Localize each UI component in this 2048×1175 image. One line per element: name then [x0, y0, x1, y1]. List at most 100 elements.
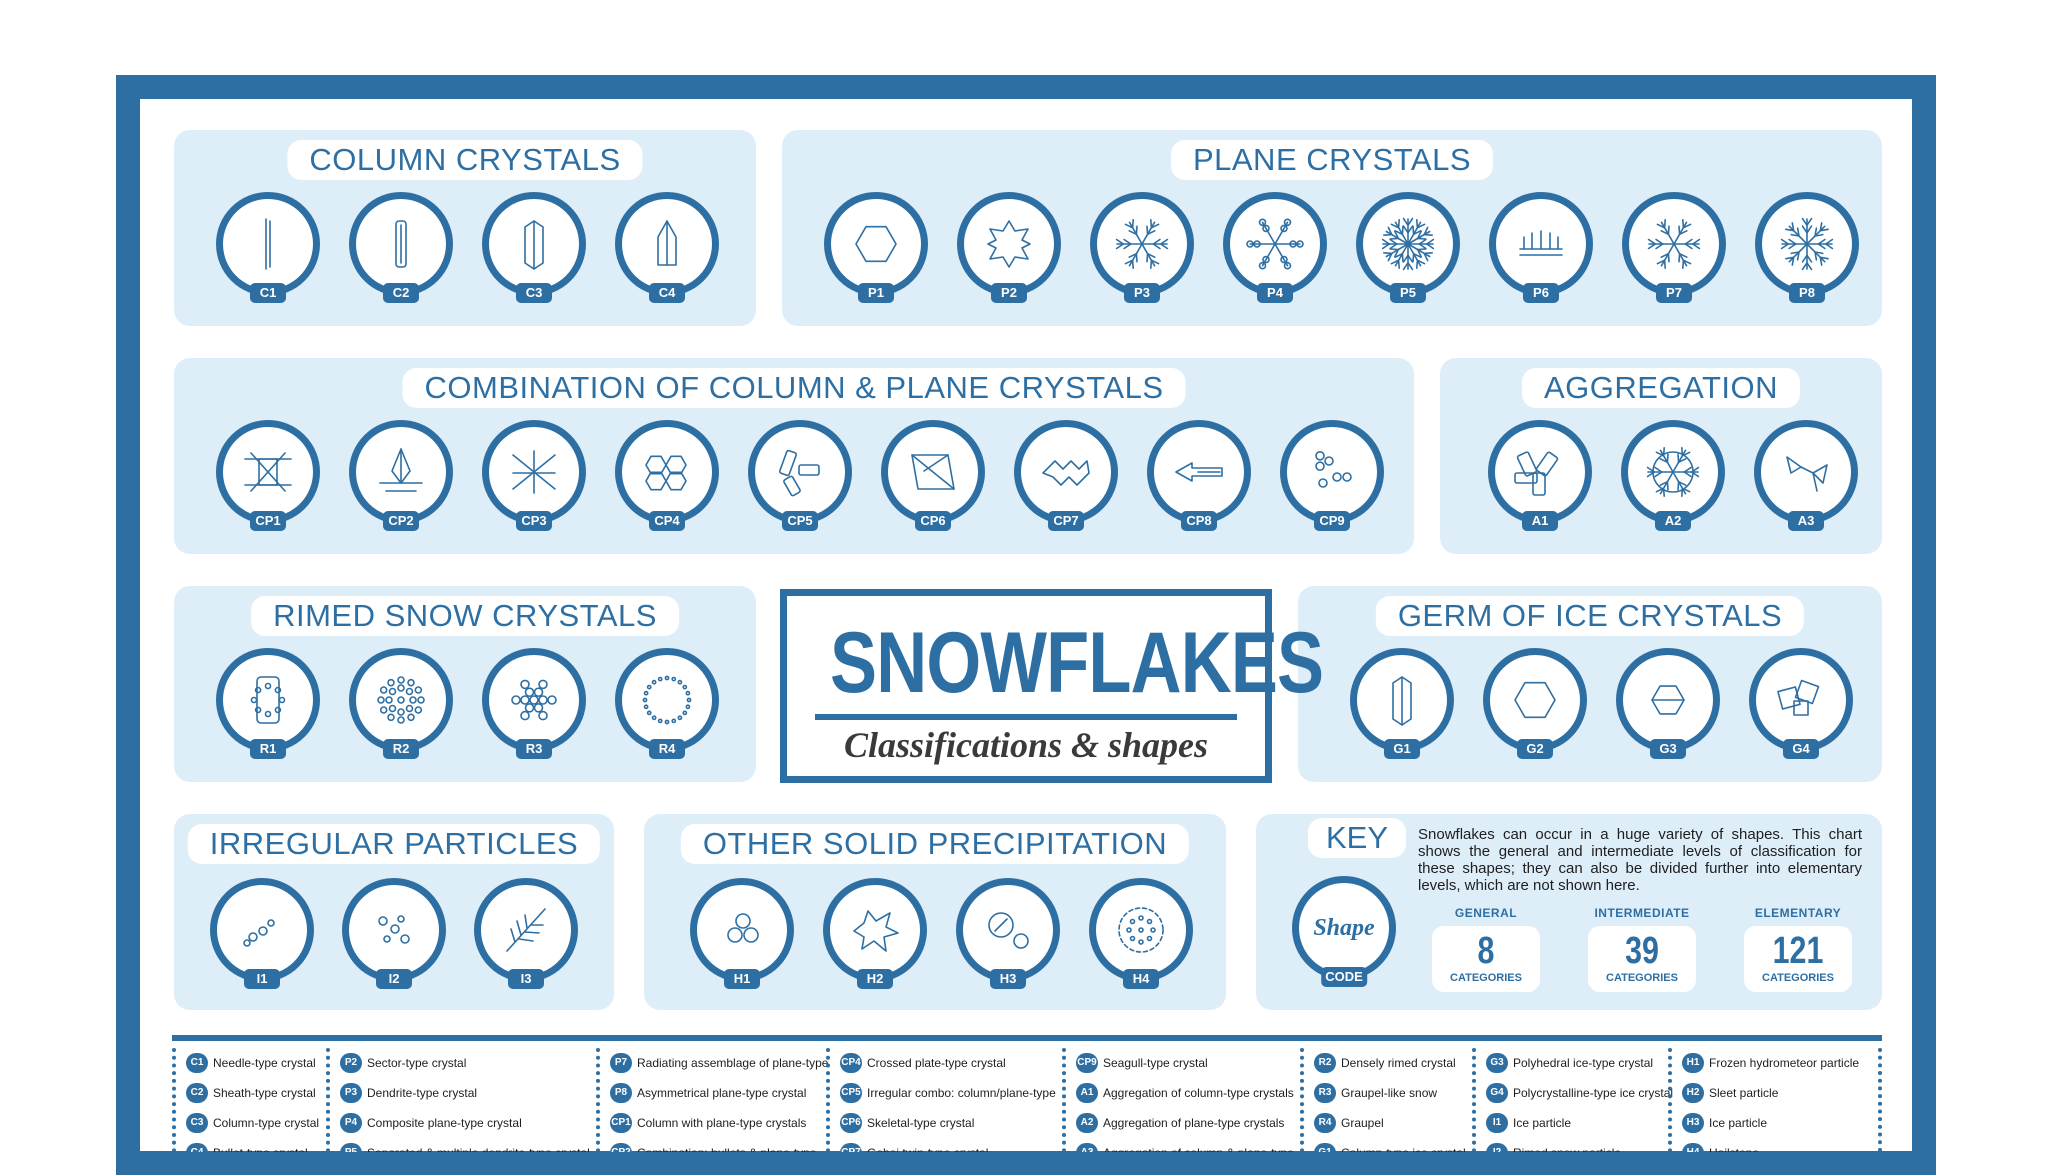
stat-heading: INTERMEDIATE: [1594, 906, 1690, 920]
legend-text: Column with plane-type crystals: [637, 1116, 807, 1130]
crystal-code: P3: [1124, 283, 1160, 303]
crystal-item-c2: C2: [349, 192, 453, 304]
crystal-circle: [474, 878, 578, 982]
legend-text: Aggregation of column-type crystals: [1103, 1086, 1294, 1100]
legend-code: CP1: [610, 1113, 632, 1133]
legend-entry: C2 Sheath-type crystal: [176, 1078, 330, 1108]
legend-code: A2: [1076, 1113, 1098, 1133]
crystal-item-r3: R3: [482, 648, 586, 760]
legend-code: H1: [1682, 1053, 1704, 1073]
crystal-item-cp1: CP1: [216, 420, 320, 532]
crystal-code: A2: [1655, 511, 1691, 531]
panel-title: AGGREGATION: [1521, 368, 1801, 408]
crystal-code: R4: [649, 739, 685, 759]
legend: C1 Needle-type crystal C2 Sheath-type cryst…: [172, 1048, 1882, 1152]
legend-text: Frozen hydrometeor particle: [1709, 1056, 1860, 1070]
panel-title: RIMED SNOW CRYSTALS: [251, 596, 679, 636]
legend-entry: P5 Separated & multiple dendrite-type cry…: [330, 1138, 600, 1152]
crystal-code: CP2: [383, 511, 419, 531]
crystal-item-i1: I1: [210, 878, 314, 990]
legend-text: Radiating assemblage of plane-type: [637, 1056, 829, 1070]
key-shape-label: Shape: [1313, 915, 1375, 941]
crystal-circle: [216, 648, 320, 752]
crystal-code: G4: [1783, 739, 1819, 759]
legend-entry: C3 Column-type crystal: [176, 1108, 330, 1138]
needle-crystal-icon: [265, 218, 271, 270]
legend-entry: H3 Ice particle: [1672, 1108, 1882, 1138]
legend-entry: G3 Polyhedral ice-type crystal: [1476, 1048, 1672, 1078]
legend-column: P7 Radiating assemblage of plane-type P8 As…: [596, 1048, 830, 1152]
crystal-item-cp8: CP8: [1147, 420, 1251, 532]
title-divider: [815, 714, 1237, 720]
crystal-code: I1: [244, 969, 280, 989]
sector-plate-icon: [987, 220, 1031, 268]
stat-elementary: ELEMENTARY 121 CATEGORIES: [1744, 906, 1852, 992]
stat-label: CATEGORIES: [1762, 972, 1834, 984]
crystal-circle: [1621, 420, 1725, 524]
gohei-twin-icon: [1042, 460, 1090, 486]
multiple-dendrite-icon: [1381, 217, 1435, 271]
legend-entry: C4 Bullet-type crystal: [176, 1138, 330, 1152]
legend-code: C1: [186, 1053, 208, 1073]
mixed-aggregation-icon: [1786, 456, 1828, 492]
ice-particle-icon: [243, 919, 275, 947]
legend-text: Irregular combo: column/plane-type: [867, 1086, 1056, 1100]
legend-code: C3: [186, 1113, 208, 1133]
stat-box: 39 CATEGORIES: [1588, 926, 1696, 992]
legend-text: Sector-type crystal: [367, 1056, 467, 1070]
graupel-like-icon: [511, 679, 557, 721]
graupel-icon: [642, 675, 692, 725]
column-aggregation-icon: [1514, 451, 1559, 496]
panel-title: GERM OF ICE CRYSTALS: [1375, 596, 1805, 636]
crystal-circle: [482, 420, 586, 524]
legend-text: Aggregation of column & plane-type: [1103, 1146, 1294, 1152]
crystal-item-p5: P5: [1356, 192, 1460, 304]
crystal-item-c3: C3: [482, 192, 586, 304]
stat-intermediate: INTERMEDIATE 39 CATEGORIES: [1588, 906, 1696, 992]
crystal-item-h2: H2: [823, 878, 927, 990]
legend-text: Hailstone: [1709, 1146, 1759, 1152]
legend-text: Ice particle: [1709, 1116, 1768, 1130]
crystal-circle: [690, 878, 794, 982]
legend-code: H3: [1682, 1113, 1704, 1133]
legend-text: Sleet particle: [1709, 1086, 1779, 1100]
legend-text: Polycrystalline-type ice crystal: [1513, 1086, 1674, 1100]
seagull-crystal-icon: [1315, 451, 1352, 488]
crystal-code: CP3: [516, 511, 552, 531]
legend-text: Gohei twin-type crystal: [867, 1146, 988, 1152]
crystal-circle: [1280, 420, 1384, 524]
irregular-combo-icon: [778, 449, 820, 497]
polycrystalline-germ-icon: [1777, 679, 1820, 716]
legend-code: P8: [610, 1083, 632, 1103]
legend-entry: CP9 Seagull-type crystal: [1066, 1048, 1304, 1078]
legend-entry: G1 Column-type ice crystal: [1304, 1138, 1476, 1152]
crystal-circle: [1488, 420, 1592, 524]
crystal-code: H2: [857, 969, 893, 989]
crystal-item-a1: A1: [1488, 420, 1592, 532]
crystal-item-cp3: CP3: [482, 420, 586, 532]
crystal-circle: [216, 420, 320, 524]
legend-entry: P4 Composite plane-type crystal: [330, 1108, 600, 1138]
crystal-code: P2: [991, 283, 1027, 303]
legend-code: R3: [1314, 1083, 1336, 1103]
stat-label: CATEGORIES: [1450, 972, 1522, 984]
hexagon-germ-icon: [1514, 681, 1556, 719]
legend-text: Asymmetrical plane-type crystal: [637, 1086, 807, 1100]
legend-code: P2: [340, 1053, 362, 1073]
crystal-code: C1: [250, 283, 286, 303]
crystal-circle: [1749, 648, 1853, 752]
radiating-plane-2-icon: [1647, 219, 1701, 270]
key-shape-circle: Shape: [1292, 876, 1396, 980]
crystal-item-h4: H4: [1089, 878, 1193, 990]
crystal-circle: [881, 420, 985, 524]
crystal-circle: [748, 420, 852, 524]
crystal-circle: [216, 192, 320, 296]
legend-column: P2 Sector-type crystal P3 Dendrite-type cry…: [326, 1048, 600, 1152]
sheath-crystal-icon: [395, 220, 407, 268]
crystal-item-r2: R2: [349, 648, 453, 760]
legend-code: I1: [1486, 1113, 1508, 1133]
crystal-circle: [823, 878, 927, 982]
legend-entry: I1 Ice particle: [1476, 1108, 1672, 1138]
crystal-code: P5: [1390, 283, 1426, 303]
legend-code: P4: [340, 1113, 362, 1133]
